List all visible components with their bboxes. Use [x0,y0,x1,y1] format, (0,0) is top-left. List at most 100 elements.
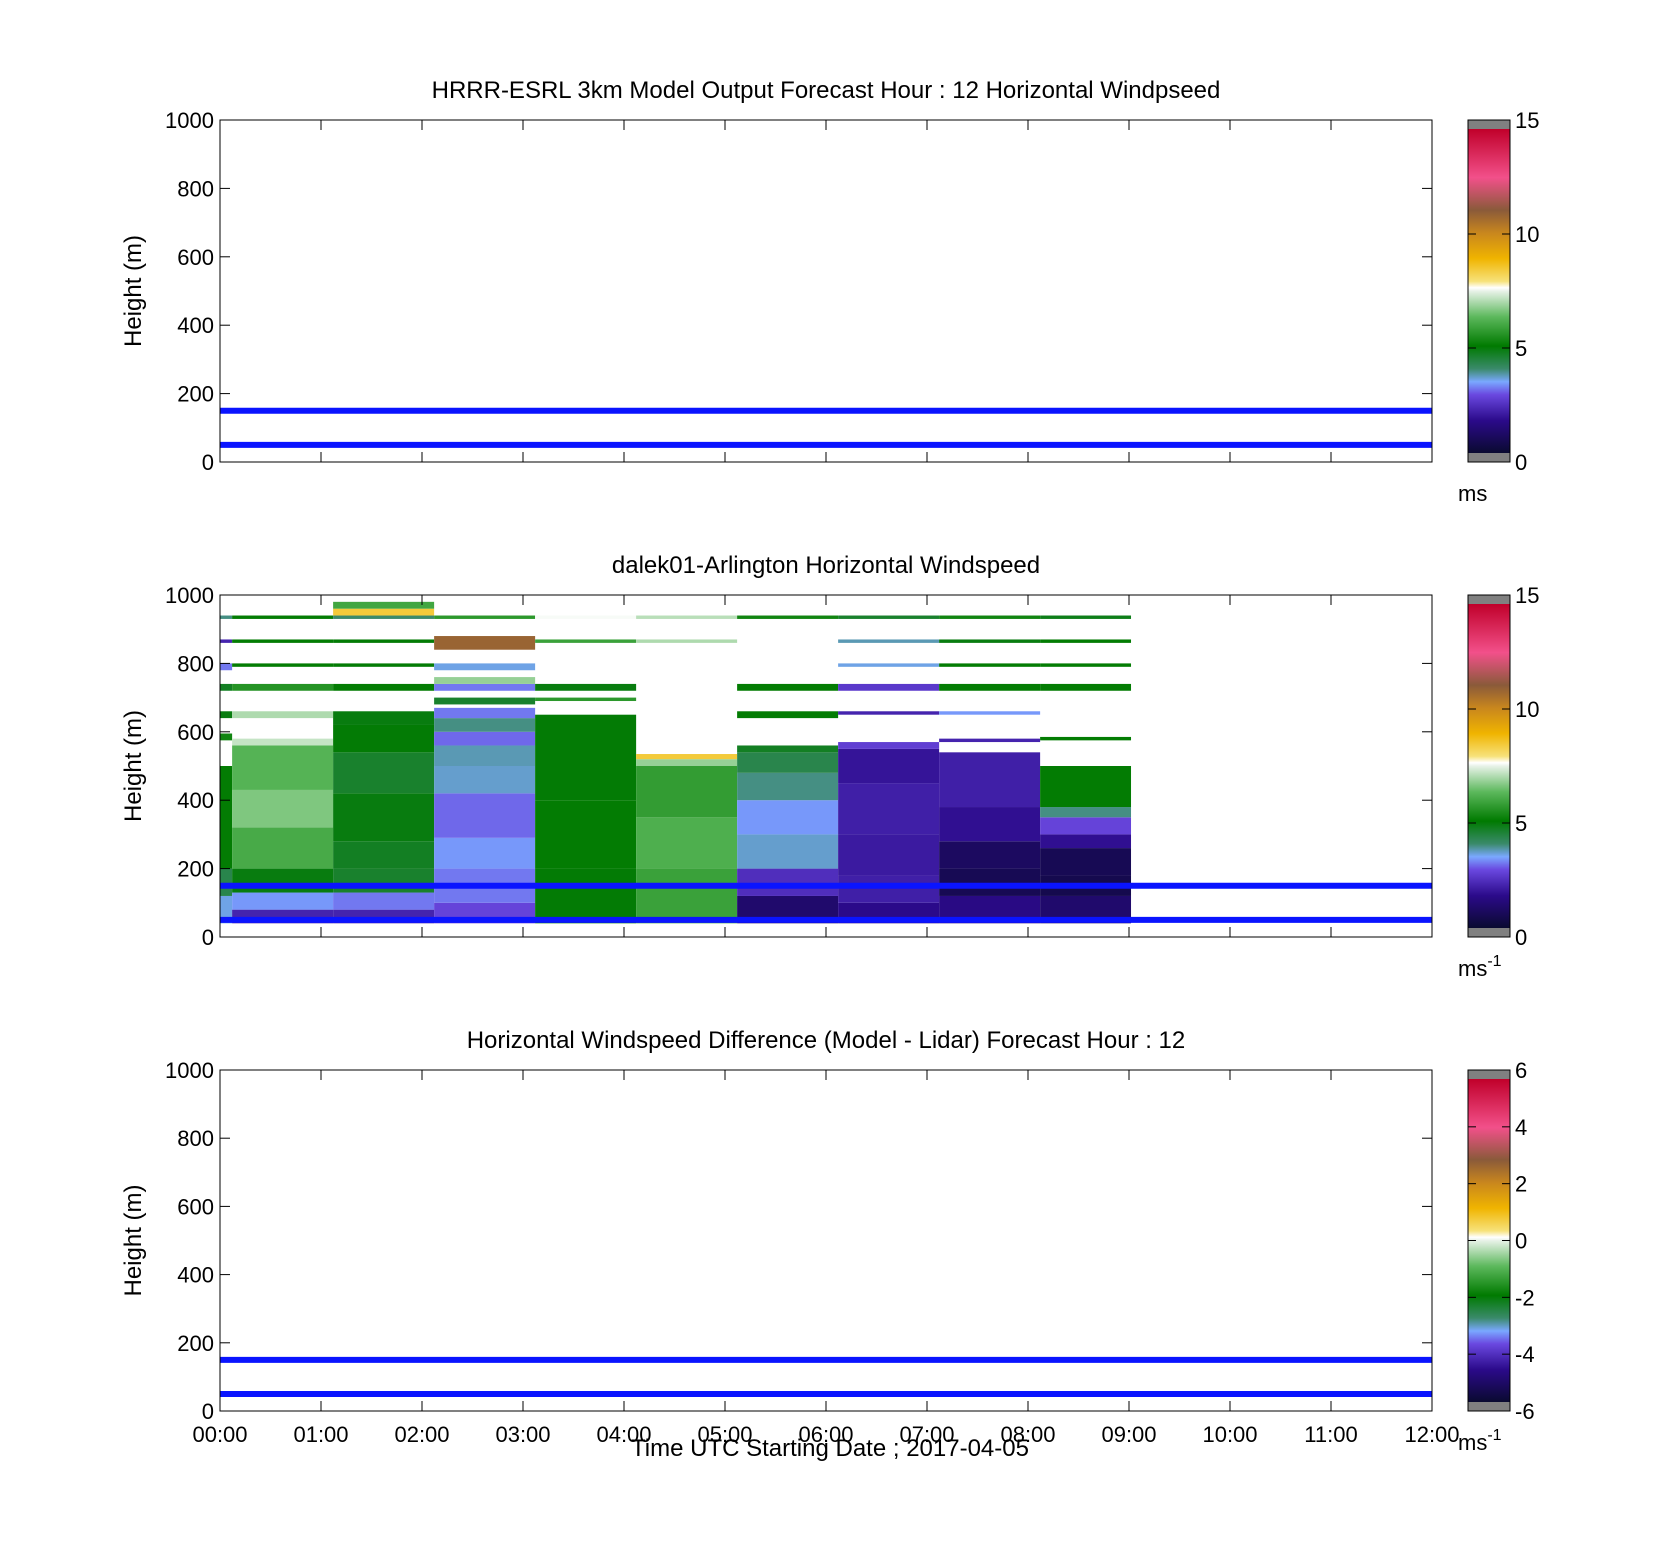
colorbar-tick-label: 6 [1515,1058,1527,1083]
heatmap-cell [737,834,839,869]
y-tick-label: 800 [177,1126,214,1151]
panel-2: 0 200 400 600 800 1000 dalek01-Arlington Horiz… [120,552,1539,981]
heatmap-cell [838,663,940,667]
y-axis-label: Height (m) [120,235,147,347]
colorbar-tick-label: -6 [1515,1399,1535,1424]
panel-title: Horizontal Windspeed Difference (Model -… [467,1027,1186,1054]
x-tick-label: 07:00 [899,1422,954,1447]
heatmap-cell [636,766,738,818]
x-tick-label: 04:00 [596,1422,651,1447]
y-tick-label: 600 [177,245,214,270]
heatmap-cell [535,639,637,643]
y-tick-label: 1000 [165,583,214,608]
heatmap-cell [535,697,637,702]
y-tick-label: 0 [202,925,214,950]
heatmap-cell [1040,683,1132,691]
heatmap-cell [333,892,435,910]
y-axis-label: Height (m) [120,1184,147,1296]
x-tick-label: 02:00 [394,1422,449,1447]
heatmap-cell [333,711,435,725]
colorbar-gradient [1468,604,1510,928]
x-axis-label: Time UTC Starting Date ; 2017-04-05 [631,1435,1029,1462]
x-tick-label: 12:00 [1404,1422,1459,1447]
data-column-0 [220,615,233,924]
heatmap-cell [737,711,839,719]
heatmap-cell [434,766,536,794]
heatmap-cell [1040,639,1132,643]
heatmap-cell [232,892,334,910]
heatmap-cell [220,868,233,896]
heatmap-cell [220,766,233,869]
heatmap-cell [232,683,334,691]
heatmap-cell [434,837,536,869]
heatmap-cell [939,615,1041,619]
y-axis-label: Height (m) [120,710,147,822]
colorbar-tick-label: 5 [1515,336,1527,361]
colorbar-tick-label: -2 [1515,1285,1535,1310]
heatmap-cell [1040,663,1132,667]
colorbar-tick-label: 10 [1515,697,1539,722]
heatmap-cell [1040,807,1132,818]
heatmap-cell [939,663,1041,667]
heatmap-cell [232,789,334,828]
heatmap-cell [939,711,1041,715]
heatmap-cell [838,875,940,903]
colorbar-unit: ms [1458,481,1487,506]
y-tick-label: 0 [202,1399,214,1424]
y-tick-label: 600 [177,1194,214,1219]
data-column-5 [636,615,738,924]
heatmap-cell [939,868,1041,896]
colorbar-over-cap [1468,1070,1510,1079]
heatmap-cell [434,697,536,705]
colorbar-tick-label: 15 [1515,583,1539,608]
colorbar-frame [1467,119,1511,463]
heatmap-cell [838,834,940,876]
colorbar: 0 5 10 15 ms [1458,108,1539,506]
heatmap-cell [838,639,940,643]
heatmap-cell [333,793,435,842]
heatmap-cell [535,683,637,691]
heatmap-cell [220,733,233,741]
heatmap-cell [838,783,940,835]
heatmap-cell [333,752,435,794]
heatmap-cell [232,868,334,893]
colorbar-tick-label: 10 [1515,222,1539,247]
y-tick-label: 200 [177,382,214,407]
colorbar-over-cap [1468,595,1510,604]
plot-area [220,120,1432,462]
heatmap-cell [232,639,334,643]
heatmap-cell [838,742,940,749]
colorbar-under-cap [1468,453,1510,462]
colorbar-frame [1467,594,1511,938]
heatmap-cell [636,817,738,869]
y-tick-label: 400 [177,313,214,338]
x-tick-label: 05:00 [697,1422,752,1447]
heatmap-cell [232,827,334,869]
x-tick-label: 08:00 [1000,1422,1055,1447]
heatmap-cell [535,714,637,801]
colorbar: 0 5 10 15 ms-1 [1458,583,1539,981]
colorbar-tick-label: -4 [1515,1342,1535,1367]
heatmap-cell [220,895,233,924]
heatmap-cell [1040,834,1132,849]
heatmap-cell [737,752,839,773]
x-tick-label: 03:00 [495,1422,550,1447]
heatmap-cell [333,639,435,643]
heatmap-cell [636,868,738,924]
y-tick-label: 200 [177,857,214,882]
panel-1: 0 200 400 600 800 1000 HRRR-ESRL 3km Model Out… [120,77,1539,506]
heatmap-cell [220,683,233,691]
heatmap-cell [333,615,435,619]
colorbar-tick-label: 15 [1515,108,1539,133]
heatmap-cell [939,752,1041,808]
data-column-4 [535,615,637,924]
colorbar: -6 -4 -2 0 2 4 6 ms-1 [1458,1058,1535,1455]
heatmap-cell [220,663,233,671]
heatmap-cell [232,745,334,790]
heatmap-cell [232,663,334,667]
plot-area [220,1070,1432,1411]
heatmap-cell [737,772,839,801]
x-tick-label: 01:00 [293,1422,348,1447]
heatmap-cell [737,745,839,753]
heatmap-cell [838,711,940,715]
